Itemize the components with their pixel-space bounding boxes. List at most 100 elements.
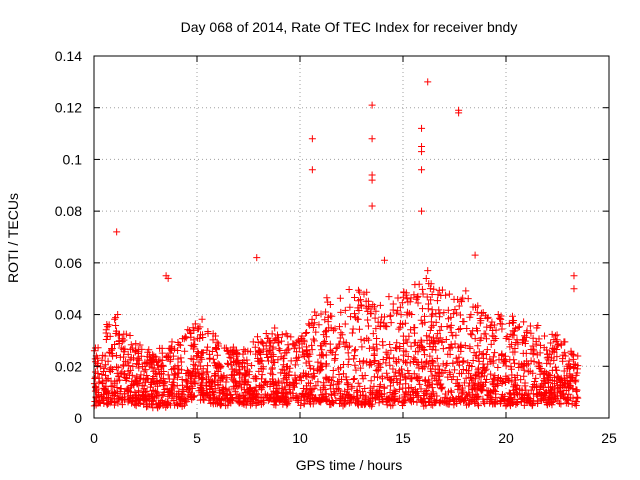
roti-point	[455, 302, 463, 310]
x-tick-label: 0	[90, 430, 98, 446]
roti-point	[283, 349, 291, 357]
roti-point	[332, 385, 340, 393]
roti-point	[414, 299, 422, 307]
roti-point	[497, 376, 505, 384]
roti-point	[522, 397, 530, 405]
roti-point	[223, 346, 231, 354]
roti-point	[270, 381, 278, 389]
roti-point	[326, 301, 334, 309]
roti-point	[163, 385, 171, 393]
roti-point	[350, 310, 358, 318]
roti-point	[322, 360, 330, 368]
roti-point	[395, 369, 403, 377]
roti-point	[199, 365, 207, 373]
roti-point	[205, 378, 213, 386]
roti-point	[306, 398, 314, 406]
roti-point	[327, 377, 335, 385]
roti-point	[160, 368, 168, 376]
roti-point	[223, 394, 231, 402]
roti-point	[376, 381, 384, 389]
roti-point	[322, 333, 330, 341]
roti-point	[341, 306, 349, 314]
roti-point	[261, 390, 269, 398]
roti-point	[511, 359, 519, 367]
roti-point	[466, 343, 474, 351]
roti-point	[538, 391, 546, 399]
roti-point	[158, 356, 166, 364]
roti-point	[376, 323, 384, 331]
roti-outlier-point	[368, 101, 376, 109]
roti-point	[219, 375, 227, 383]
roti-point	[419, 290, 427, 298]
roti-point	[437, 369, 445, 377]
roti-point	[397, 311, 405, 319]
roti-point	[328, 312, 336, 320]
chart-title: Day 068 of 2014, Rate Of TEC Index for r…	[181, 19, 518, 35]
roti-point	[266, 383, 274, 391]
roti-point	[449, 332, 457, 340]
roti-point	[506, 390, 514, 398]
roti-point	[360, 357, 368, 365]
roti-point	[477, 317, 485, 325]
roti-point	[149, 374, 157, 382]
roti-point	[549, 345, 557, 353]
y-tick-label: 0.02	[55, 358, 82, 374]
roti-point	[429, 390, 437, 398]
roti-point	[515, 323, 523, 331]
roti-point	[248, 400, 256, 408]
roti-point	[421, 376, 429, 384]
roti-point	[133, 356, 141, 364]
roti-point	[136, 374, 144, 382]
roti-point	[374, 318, 382, 326]
roti-point	[322, 308, 330, 316]
roti-point	[278, 389, 286, 397]
roti-point	[227, 399, 235, 407]
roti-point	[505, 319, 513, 327]
roti-point	[454, 296, 462, 304]
roti-point	[555, 375, 563, 383]
roti-point	[211, 371, 219, 379]
roti-point	[209, 336, 217, 344]
roti-point	[423, 357, 431, 365]
roti-point	[383, 354, 391, 362]
roti-point	[336, 390, 344, 398]
roti-point	[567, 363, 575, 371]
roti-point	[406, 298, 414, 306]
roti-point	[134, 349, 142, 357]
roti-point	[444, 306, 452, 314]
roti-point	[472, 352, 480, 360]
roti-point	[217, 401, 225, 409]
y-tick-label: 0.1	[63, 151, 83, 167]
roti-point	[521, 332, 529, 340]
roti-point	[322, 397, 330, 405]
roti-point	[151, 387, 159, 395]
roti-point	[184, 386, 192, 394]
roti-point	[242, 369, 250, 377]
roti-point	[475, 402, 483, 410]
roti-point	[573, 386, 581, 394]
roti-point	[430, 285, 438, 293]
roti-point	[513, 371, 521, 379]
roti-point	[330, 389, 338, 397]
roti-point	[305, 320, 313, 328]
roti-point	[490, 376, 498, 384]
roti-point	[354, 286, 362, 294]
roti-point	[553, 366, 561, 374]
roti-point	[113, 384, 121, 392]
roti-point	[353, 387, 361, 395]
roti-point	[258, 375, 266, 383]
roti-point	[554, 340, 562, 348]
roti-point	[514, 323, 522, 331]
roti-point	[112, 327, 120, 335]
roti-point	[570, 364, 578, 372]
roti-point	[255, 346, 263, 354]
roti-point	[122, 330, 130, 338]
roti-point	[432, 318, 440, 326]
roti-point	[442, 361, 450, 369]
roti-point	[428, 306, 436, 314]
roti-point	[546, 360, 554, 368]
roti-point	[458, 386, 466, 394]
roti-point	[329, 373, 337, 381]
roti-point	[177, 358, 185, 366]
x-axis-tick-labels: 0 5 10 15 20 25	[90, 430, 617, 446]
